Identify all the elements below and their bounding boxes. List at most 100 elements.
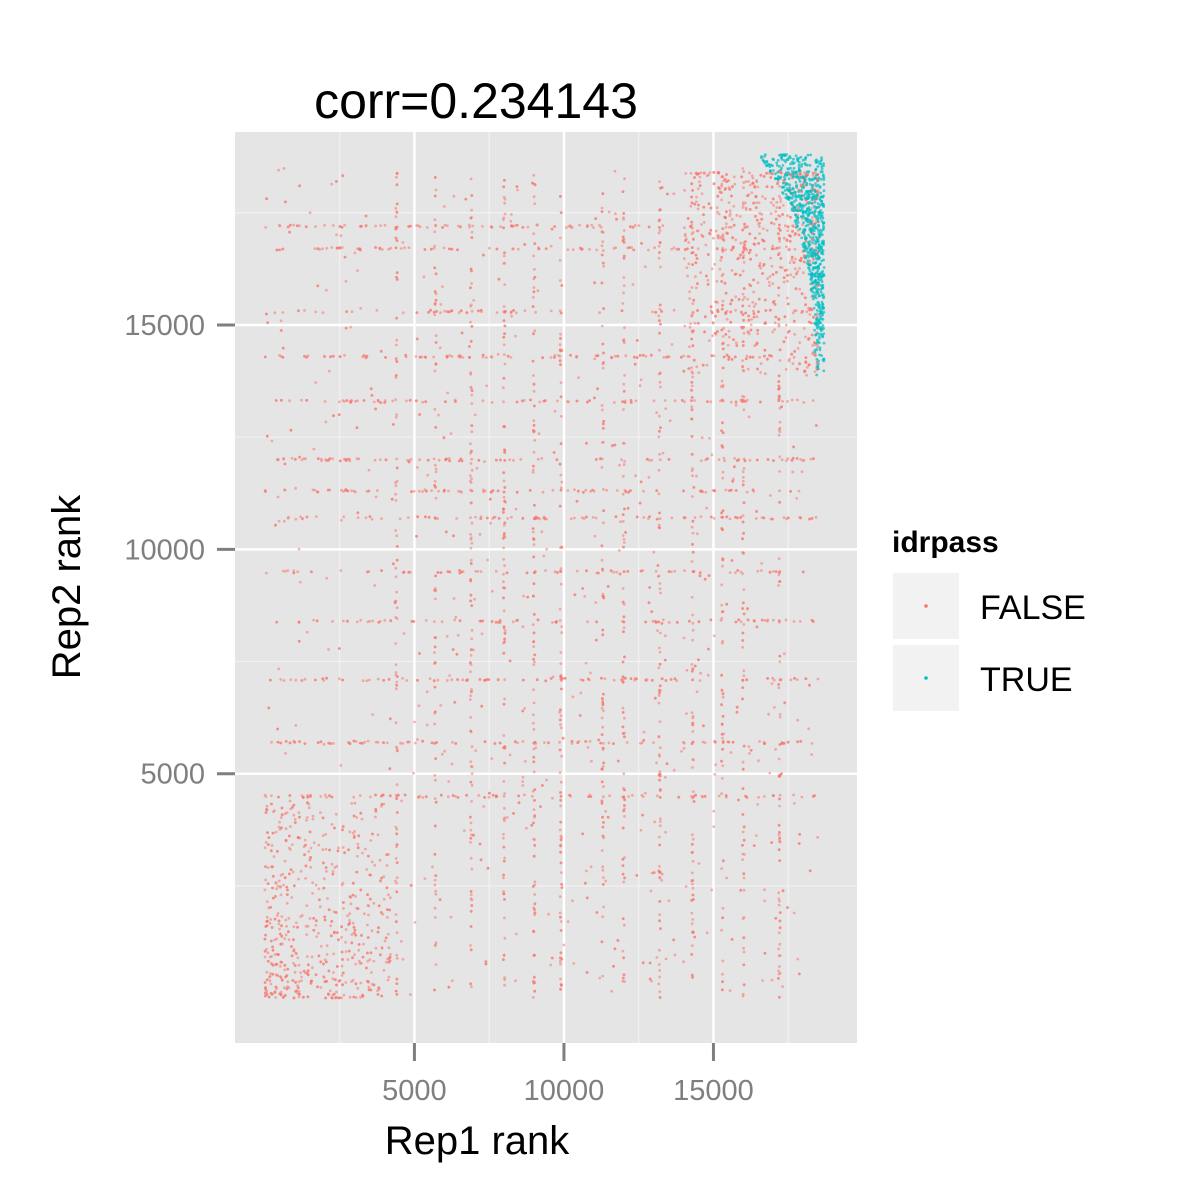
data-point-false	[718, 187, 721, 191]
data-point-false	[724, 248, 727, 252]
data-point-false	[601, 825, 605, 829]
data-point-false	[786, 274, 789, 277]
data-point-false	[741, 787, 745, 790]
data-point-false	[622, 382, 626, 386]
data-point-false	[661, 224, 665, 228]
data-point-false	[683, 400, 686, 404]
data-point-false	[333, 866, 337, 869]
data-point-false	[658, 948, 661, 952]
data-point-false	[735, 710, 739, 714]
data-point-false	[412, 771, 415, 775]
data-point-false	[369, 951, 373, 955]
data-point-false	[469, 516, 472, 519]
data-point-false	[741, 470, 745, 474]
data-point-false	[327, 648, 330, 651]
data-point-false	[769, 256, 773, 260]
data-point-false	[752, 309, 755, 313]
data-point-false	[607, 210, 611, 214]
data-point-false	[721, 366, 725, 370]
data-point-false	[269, 939, 273, 943]
data-point-false	[325, 796, 328, 799]
data-point-false	[413, 720, 416, 724]
data-point-false	[741, 251, 745, 254]
data-point-false	[571, 248, 575, 252]
data-point-false	[332, 414, 335, 418]
data-point-false	[777, 387, 780, 391]
data-point-false	[623, 876, 626, 880]
data-point-false	[550, 227, 554, 231]
data-point-false	[267, 706, 271, 710]
data-point-false	[751, 176, 755, 180]
data-point-false	[728, 571, 732, 574]
data-point-false	[734, 489, 738, 492]
data-point-false	[274, 830, 278, 834]
data-point-false	[374, 946, 378, 950]
data-point-false	[621, 706, 625, 710]
data-point-false	[761, 272, 764, 275]
data-point-false	[359, 618, 363, 622]
data-point-false	[450, 355, 454, 358]
data-point-false	[691, 667, 695, 671]
data-point-false	[629, 489, 632, 492]
data-point-false	[702, 213, 705, 217]
data-point-false	[782, 742, 786, 745]
data-point-false	[351, 921, 355, 925]
data-point-false	[559, 473, 563, 477]
data-point-false	[348, 912, 352, 916]
data-point-false	[470, 325, 474, 328]
data-point-false	[356, 516, 360, 519]
data-point-false	[723, 459, 726, 463]
data-point-false	[809, 457, 813, 461]
data-point-false	[470, 541, 474, 545]
data-point-false	[700, 794, 704, 798]
data-point-false	[559, 651, 563, 654]
data-point-false	[559, 442, 563, 445]
data-point-false	[376, 677, 380, 681]
data-point-false	[602, 785, 605, 788]
data-point-false	[395, 558, 399, 562]
data-point-false	[624, 354, 628, 358]
data-point-false	[635, 515, 639, 519]
data-point-false	[366, 904, 370, 907]
data-point-false	[532, 537, 535, 540]
data-point-false	[288, 872, 291, 876]
data-point-false	[372, 901, 376, 905]
data-point-false	[415, 534, 418, 538]
data-point-false	[752, 290, 756, 294]
data-point-false	[782, 236, 786, 240]
data-point-false	[380, 517, 383, 521]
data-point-false	[607, 741, 611, 745]
data-point-false	[623, 541, 626, 544]
data-point-false	[772, 678, 776, 682]
data-point-false	[544, 569, 547, 572]
data-point-false	[600, 404, 604, 407]
data-point-false	[436, 678, 440, 682]
data-point-false	[601, 748, 605, 751]
data-point-false	[600, 706, 604, 710]
data-point-false	[777, 324, 781, 328]
data-point-false	[559, 337, 562, 340]
data-point-false	[309, 981, 313, 985]
data-point-false	[799, 458, 802, 461]
data-point-false	[312, 447, 316, 451]
data-point-false	[342, 400, 346, 403]
data-point-false	[503, 816, 507, 820]
data-point-false	[793, 802, 796, 805]
data-point-false	[689, 204, 693, 208]
data-point-false	[460, 490, 463, 494]
data-point-false	[394, 642, 398, 645]
data-point-false	[622, 212, 626, 215]
data-point-false	[600, 206, 604, 210]
data-point-false	[691, 930, 695, 934]
data-point-false	[330, 862, 334, 866]
data-point-false	[691, 189, 694, 192]
data-point-false	[514, 979, 517, 983]
data-point-false	[387, 932, 390, 936]
data-point-false	[532, 688, 535, 692]
data-point-false	[742, 612, 746, 616]
data-point-false	[712, 634, 716, 638]
data-point-false	[327, 992, 330, 996]
data-point-false	[273, 311, 277, 315]
data-point-false	[690, 220, 694, 224]
data-point-false	[729, 751, 733, 754]
